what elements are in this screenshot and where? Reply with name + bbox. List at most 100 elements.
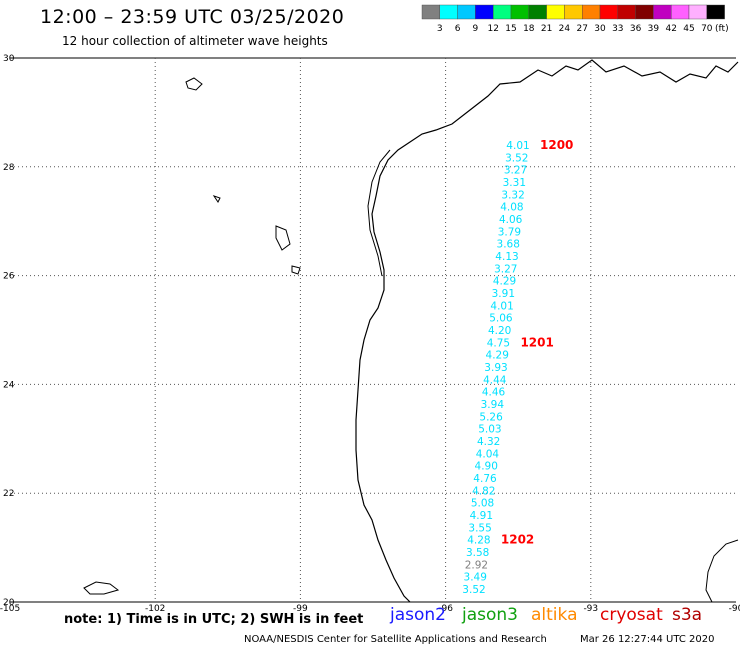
- color-swatch: [510, 4, 529, 20]
- swh-value: 4.46: [482, 387, 506, 399]
- swh-value: 3.94: [481, 399, 505, 411]
- swh-value: 4.08: [500, 202, 523, 214]
- color-swatch: [617, 4, 636, 20]
- swh-value: 4.75: [487, 337, 510, 349]
- footer-note: note: 1) Time is in UTC; 2) SWH is in fe…: [64, 612, 364, 627]
- swh-value: 3.31: [503, 177, 526, 189]
- swh-value: 3.52: [505, 152, 528, 164]
- y-tick-label: 22: [3, 489, 14, 499]
- swh-value: 3.27: [494, 263, 517, 275]
- color-swatch: [439, 4, 458, 20]
- swh-value: 5.08: [471, 498, 494, 510]
- color-swatch: [706, 4, 725, 20]
- swh-value: 3.55: [468, 522, 491, 534]
- color-scale-tick: 18: [523, 24, 535, 34]
- color-scale-tick: 45: [683, 24, 694, 34]
- color-scale-tick: 27: [576, 24, 587, 34]
- color-scale-tick: 33: [612, 24, 623, 34]
- generated-timestamp: Mar 26 12:27:44 UTC 2020: [580, 634, 715, 645]
- color-swatch: [421, 4, 440, 20]
- mission-cryosat: cryosat: [600, 605, 663, 625]
- swh-value: 3.79: [498, 226, 521, 238]
- color-swatch: [671, 4, 690, 20]
- gulf-coastline: [355, 59, 739, 603]
- chart-title: 12:00 – 23:59 UTC 03/25/2020: [40, 6, 345, 28]
- swh-value: 4.20: [488, 325, 511, 337]
- swh-readings: 4.013.523.273.313.324.084.063.793.684.13…: [462, 140, 529, 596]
- y-tick-label: 20: [3, 598, 15, 608]
- swh-value: 4.44: [483, 374, 507, 386]
- color-swatch: [653, 4, 672, 20]
- color-scale-legend: 3 6 9 12 15 18 21 24 27 30 33 36 39 42 45 70 (ft): [421, 4, 729, 34]
- x-tick-label: -99: [293, 604, 308, 614]
- color-scale-tick: 15: [505, 24, 516, 34]
- swh-value: 3.32: [501, 189, 524, 201]
- color-scale-tick: 70: [701, 24, 713, 34]
- color-swatch: [599, 4, 618, 20]
- swh-value: 4.82: [472, 485, 495, 497]
- swh-value: 3.68: [497, 239, 520, 251]
- color-scale-tick: 30: [594, 24, 606, 34]
- mission-altika: altika: [531, 605, 578, 625]
- color-swatch: [688, 4, 707, 20]
- color-scale-tick: 3: [437, 24, 443, 34]
- color-swatch: [546, 4, 565, 20]
- color-scale-tick: 6: [455, 24, 461, 34]
- color-swatch: [582, 4, 601, 20]
- swh-value: 3.91: [492, 288, 515, 300]
- pass-time-label: 1202: [501, 533, 534, 547]
- swh-value: 4.06: [499, 214, 523, 226]
- mission-jason2: jason2: [390, 605, 446, 625]
- color-scale-tick: 42: [665, 24, 676, 34]
- color-swatch: [528, 4, 547, 20]
- swh-value: 3.27: [504, 165, 527, 177]
- color-swatch: [457, 4, 476, 20]
- swh-value: 4.32: [477, 436, 500, 448]
- island-south: [83, 581, 120, 595]
- swh-value: 3.49: [464, 572, 487, 584]
- swh-value: 4.01: [506, 140, 529, 152]
- pass-time-labels: 1200 1201 1202: [501, 138, 574, 547]
- swh-value: 2.92: [465, 559, 488, 571]
- color-scale-tick: 39: [648, 24, 660, 34]
- credit-line: NOAA/NESDIS Center for Satellite Applica…: [244, 634, 547, 645]
- x-tick-label: -96: [438, 604, 453, 614]
- color-scale-tick: 21: [541, 24, 552, 34]
- y-tick-label: 24: [3, 380, 15, 390]
- axis-tick-labels: -105 -102 -99 -96 -93 -90 30 28 26 24 22 20: [0, 54, 740, 614]
- y-tick-label: 26: [3, 272, 15, 282]
- coastline: [83, 59, 739, 603]
- mission-jason3: jason3: [462, 605, 518, 625]
- swh-value: 5.03: [478, 424, 501, 436]
- color-scale-tick: 36: [630, 24, 642, 34]
- mission-s3a: s3a: [672, 605, 703, 625]
- swh-value: 5.26: [479, 411, 503, 423]
- x-tick-label: -102: [145, 604, 165, 614]
- color-swatch: [475, 4, 494, 20]
- swh-value: 3.58: [466, 547, 489, 559]
- swh-value: 4.29: [493, 276, 516, 288]
- swh-value: 4.90: [475, 461, 498, 473]
- pass-time-label: 1201: [520, 335, 553, 349]
- swh-value: 4.04: [476, 448, 500, 460]
- color-scale-unit: (ft): [715, 24, 729, 34]
- color-scale-tick: 9: [473, 24, 479, 34]
- color-swatch: [493, 4, 512, 20]
- color-scale-tick: 12: [487, 24, 498, 34]
- color-swatch: [564, 4, 583, 20]
- swh-value: 3.93: [484, 362, 507, 374]
- swh-value: 4.29: [486, 350, 509, 362]
- map-frame: [10, 57, 736, 603]
- swh-value: 4.91: [470, 510, 493, 522]
- right-coastline: [705, 539, 739, 603]
- inland-lakes: [212, 195, 301, 275]
- island-north: [185, 77, 203, 91]
- color-swatch: [635, 4, 654, 20]
- y-tick-label: 28: [3, 163, 15, 173]
- swh-value: 4.13: [495, 251, 518, 263]
- color-scale-tick: 24: [559, 24, 571, 34]
- pass-time-label: 1200: [540, 138, 573, 152]
- x-tick-label: -90: [729, 604, 740, 614]
- swh-value: 4.76: [473, 473, 497, 485]
